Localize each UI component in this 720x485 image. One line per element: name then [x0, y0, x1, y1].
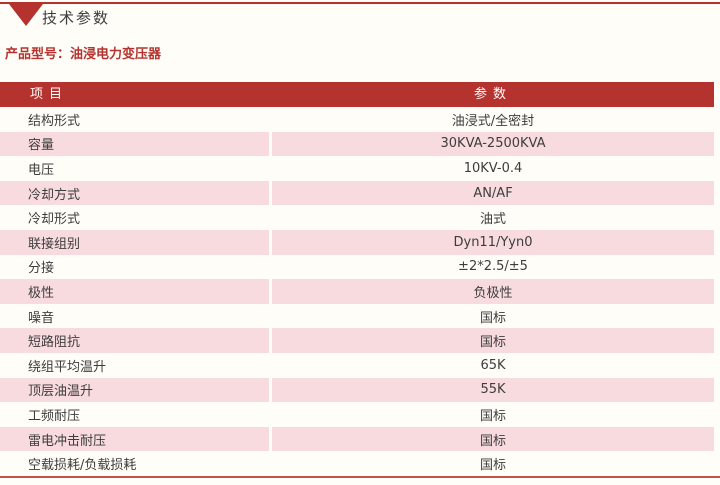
- value-cell: 国标: [272, 451, 714, 476]
- value-cell: 国标: [272, 304, 714, 329]
- value-cell: 65K: [272, 353, 714, 378]
- value-label: 国标: [479, 408, 506, 424]
- value-label: 国标: [479, 458, 506, 474]
- value-cell: 负极性: [272, 279, 714, 304]
- item-label: 顶层油温升: [28, 384, 94, 400]
- item-cell: 空载损耗/负载损耗: [0, 451, 269, 476]
- item-cell: 分接: [0, 255, 269, 280]
- value-label: 油浸式/全密封: [451, 113, 535, 129]
- section-title: 技术参数: [42, 9, 111, 27]
- value-label: 10KV-0.4: [463, 160, 523, 176]
- table-row: 容量 30KVA-2500KVA: [0, 131, 714, 157]
- table-row: 雷电冲击耐压 国标: [0, 426, 714, 452]
- value-cell: 油浸式/全密封: [272, 107, 714, 132]
- value-label: ±2*2.5/±5: [458, 259, 528, 275]
- value-label: 国标: [479, 335, 506, 351]
- spec-table: 项目 参数 结构形式 油浸式/全密封容量 30KVA-2500KVA 电压 10KV-0…: [0, 82, 714, 476]
- table-row: 短路阻抗 国标: [0, 328, 714, 353]
- item-cell: 短路阻抗: [0, 328, 269, 353]
- item-cell: 顶层油温升: [0, 377, 269, 403]
- table-row: 联接组别 Dyn11/Yyn0: [0, 229, 714, 255]
- header-item: 项目: [30, 87, 69, 102]
- table-row: 结构形式 油浸式/全密封: [0, 107, 714, 132]
- item-label: 联接组别: [28, 236, 81, 252]
- table-header-row: 项目 参数: [0, 82, 714, 107]
- item-label: 雷电冲击耐压: [28, 433, 107, 449]
- value-cell: AN/AF: [272, 180, 714, 206]
- value-label: AN/AF: [473, 185, 513, 201]
- table-row: 电压 10KV-0.4: [0, 156, 714, 181]
- table-row: 空载损耗/负载损耗 国标: [0, 451, 714, 476]
- item-label: 工频耐压: [28, 408, 81, 424]
- value-cell: 30KVA-2500KVA: [272, 131, 714, 157]
- item-label: 容量: [28, 138, 55, 154]
- table-row: 极性 负极性: [0, 279, 714, 304]
- value-label: 30KVA-2500KVA: [440, 136, 546, 152]
- table-row: 冷却方式 AN/AF: [0, 180, 714, 206]
- item-cell: 联接组别: [0, 229, 269, 255]
- item-cell: 工频耐压: [0, 402, 269, 427]
- table-body: 结构形式 油浸式/全密封容量 30KVA-2500KVA 电压 10KV-0.4 冷却方式…: [0, 107, 714, 476]
- table-row: 绕组平均温升 65K: [0, 353, 714, 378]
- item-label: 绕组平均温升: [28, 359, 107, 375]
- value-label: 国标: [479, 310, 506, 326]
- item-label: 分接: [28, 261, 55, 277]
- triangle-down-icon: [9, 4, 43, 26]
- item-cell: 冷却方式: [0, 180, 269, 206]
- item-label: 空载损耗/负载损耗: [28, 458, 137, 474]
- item-label: 冷却形式: [28, 212, 81, 228]
- bottom-border-line: [0, 476, 720, 478]
- value-cell: 国标: [272, 402, 714, 427]
- value-label: 负极性: [473, 285, 513, 301]
- value-cell: 55K: [272, 377, 714, 403]
- value-cell: 国标: [272, 328, 714, 353]
- item-cell: 电压: [0, 156, 269, 181]
- value-label: 国标: [479, 433, 506, 449]
- item-label: 噪音: [28, 310, 55, 326]
- item-cell: 雷电冲击耐压: [0, 426, 269, 452]
- table-row: 噪音 国标: [0, 304, 714, 329]
- item-label: 极性: [28, 285, 55, 301]
- table-row: 冷却形式 油式: [0, 205, 714, 230]
- header-value: 参数: [473, 87, 512, 102]
- item-cell: 结构形式: [0, 107, 269, 132]
- value-cell: ±2*2.5/±5: [272, 255, 714, 280]
- top-border-line: [0, 2, 720, 4]
- item-label: 电压: [28, 162, 55, 178]
- value-cell: 油式: [272, 205, 714, 230]
- item-cell: 极性: [0, 279, 269, 304]
- item-label: 冷却方式: [28, 187, 81, 203]
- item-cell: 容量: [0, 131, 269, 157]
- value-cell: 10KV-0.4: [272, 156, 714, 181]
- item-cell: 冷却形式: [0, 205, 269, 230]
- value-label: 55K: [480, 382, 506, 398]
- product-model-label: 产品型号：油浸电力变压器: [5, 47, 162, 62]
- item-cell: 绕组平均温升: [0, 353, 269, 378]
- table-row: 顶层油温升 55K: [0, 377, 714, 403]
- value-label: Dyn11/Yyn0: [453, 234, 533, 250]
- table-row: 工频耐压 国标: [0, 402, 714, 427]
- item-label: 结构形式: [28, 113, 81, 129]
- value-label: 65K: [480, 357, 506, 373]
- item-label: 短路阻抗: [28, 335, 81, 351]
- value-cell: 国标: [272, 426, 714, 452]
- value-label: 油式: [479, 212, 506, 228]
- table-row: 分接 ±2*2.5/±5: [0, 255, 714, 280]
- item-cell: 噪音: [0, 304, 269, 329]
- value-cell: Dyn11/Yyn0: [272, 229, 714, 255]
